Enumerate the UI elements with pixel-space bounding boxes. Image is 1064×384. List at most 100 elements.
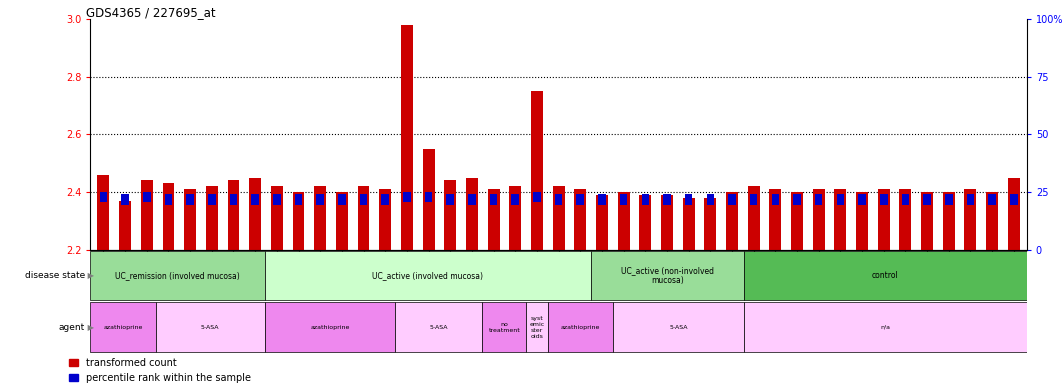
Bar	[98, 175, 110, 250]
Bar	[140, 180, 153, 250]
Text: UC_active (involved mucosa): UC_active (involved mucosa)	[372, 271, 483, 280]
Bar	[468, 194, 476, 205]
Bar	[358, 186, 369, 250]
Bar	[249, 178, 261, 250]
Legend: transformed count, percentile rank within the sample: transformed count, percentile rank withi…	[69, 358, 251, 383]
Text: ▶: ▶	[85, 323, 95, 332]
Text: no
treatment: no treatment	[488, 322, 520, 333]
Bar	[683, 198, 695, 250]
Text: 5-ASA: 5-ASA	[430, 325, 448, 330]
Bar	[445, 180, 456, 250]
Bar	[121, 194, 129, 205]
Bar	[119, 201, 131, 250]
Bar	[744, 303, 1027, 352]
Bar	[613, 303, 744, 352]
Bar	[726, 192, 738, 250]
Bar	[728, 194, 736, 205]
Bar	[813, 189, 825, 250]
Bar	[487, 189, 499, 250]
Bar	[794, 194, 801, 205]
Bar	[857, 192, 868, 250]
Bar	[554, 194, 563, 205]
Text: UC_remission (involved mucosa): UC_remission (involved mucosa)	[115, 271, 239, 280]
Bar	[163, 184, 174, 250]
Bar	[685, 194, 693, 205]
Bar	[598, 194, 605, 205]
Bar	[986, 192, 998, 250]
Bar	[271, 186, 283, 250]
Bar	[704, 198, 716, 250]
Bar	[921, 192, 933, 250]
Bar	[791, 192, 803, 250]
Bar	[425, 192, 432, 202]
Bar	[899, 189, 912, 250]
Bar	[769, 189, 781, 250]
Bar	[295, 194, 302, 205]
Bar	[381, 194, 389, 205]
Bar	[360, 194, 367, 205]
Text: azathioprine: azathioprine	[103, 325, 143, 330]
Bar	[859, 194, 866, 205]
Bar	[577, 194, 584, 205]
Bar	[596, 195, 608, 250]
Bar	[943, 192, 954, 250]
Bar	[945, 194, 952, 205]
Bar	[834, 189, 846, 250]
Text: ▶: ▶	[85, 271, 95, 280]
Bar	[748, 186, 760, 250]
Text: n/a: n/a	[880, 325, 891, 330]
Bar	[228, 180, 239, 250]
Bar	[771, 194, 779, 205]
Bar	[836, 194, 844, 205]
Bar	[265, 303, 396, 352]
Bar	[336, 192, 348, 250]
Text: 5-ASA: 5-ASA	[669, 325, 687, 330]
Bar	[90, 303, 155, 352]
Bar	[512, 194, 519, 205]
Bar	[447, 194, 454, 205]
Bar	[750, 194, 758, 205]
Bar	[1010, 194, 1017, 205]
Bar	[165, 194, 172, 205]
Bar	[531, 91, 543, 250]
Bar	[533, 192, 541, 202]
Bar	[466, 178, 478, 250]
Bar	[878, 189, 890, 250]
Bar	[1008, 178, 1019, 250]
Bar	[100, 192, 107, 202]
Bar	[184, 189, 196, 250]
Bar	[205, 186, 218, 250]
Text: GDS4365 / 227695_at: GDS4365 / 227695_at	[86, 6, 215, 19]
Bar	[489, 194, 497, 205]
Bar	[526, 303, 548, 352]
Bar	[293, 192, 304, 250]
Bar	[265, 251, 592, 300]
Bar	[815, 194, 822, 205]
Bar	[379, 189, 392, 250]
Bar	[901, 194, 909, 205]
Bar	[186, 194, 194, 205]
Text: azathioprine: azathioprine	[561, 325, 600, 330]
Bar	[744, 251, 1027, 300]
Text: 5-ASA: 5-ASA	[201, 325, 219, 330]
Bar	[880, 194, 887, 205]
Bar	[338, 194, 346, 205]
Text: syst
emic
ster
oids: syst emic ster oids	[529, 316, 545, 339]
Bar	[251, 194, 259, 205]
Bar	[155, 303, 265, 352]
Bar	[209, 194, 216, 205]
Bar	[663, 194, 670, 205]
Bar	[661, 195, 672, 250]
Bar	[639, 195, 651, 250]
Bar	[964, 189, 977, 250]
Bar	[548, 303, 613, 352]
Bar	[143, 192, 151, 202]
Text: azathioprine: azathioprine	[311, 325, 350, 330]
Bar	[924, 194, 931, 205]
Bar	[575, 189, 586, 250]
Bar	[316, 194, 323, 205]
Text: UC_active (non-involved
mucosa): UC_active (non-involved mucosa)	[621, 266, 714, 285]
Bar	[642, 194, 649, 205]
Bar	[620, 194, 628, 205]
Bar	[706, 194, 714, 205]
